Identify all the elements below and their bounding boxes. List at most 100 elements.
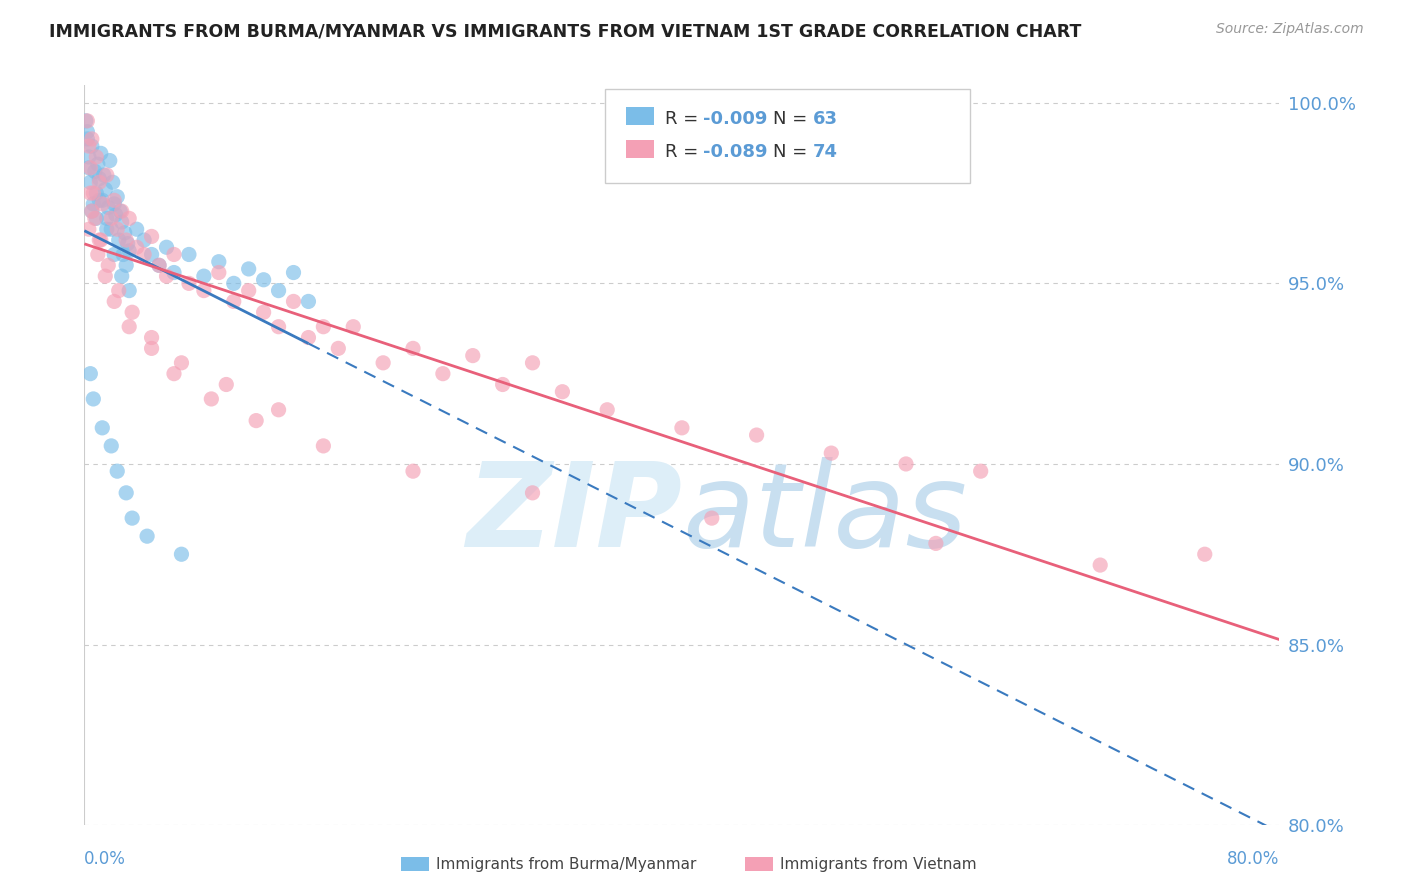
Text: Immigrants from Vietnam: Immigrants from Vietnam: [780, 857, 977, 871]
Point: [79, 367, 101, 381]
Point: [551, 384, 574, 399]
Text: Immigrants from Burma/Myanmar: Immigrants from Burma/Myanmar: [436, 857, 696, 871]
Point: [96, 168, 118, 182]
Point: [80, 132, 103, 146]
Point: [245, 414, 267, 428]
Point: [98, 153, 121, 168]
Point: [141, 229, 163, 244]
Text: 0.0%: 0.0%: [84, 850, 127, 869]
Point: [312, 319, 335, 334]
Point: [77, 150, 100, 164]
Point: [136, 529, 159, 543]
Point: [79, 186, 101, 200]
Point: [86, 150, 108, 164]
Point: [163, 367, 186, 381]
Point: [111, 215, 134, 229]
Point: [141, 247, 163, 261]
Point: [97, 201, 120, 215]
Point: [297, 294, 319, 309]
Point: [77, 161, 100, 175]
Point: [148, 258, 170, 272]
Point: [402, 342, 425, 356]
Point: [79, 161, 101, 175]
Point: [89, 171, 111, 186]
Point: [91, 197, 114, 211]
Point: [222, 277, 245, 291]
Point: [894, 457, 917, 471]
Point: [118, 211, 141, 226]
Point: [100, 222, 122, 236]
Point: [170, 356, 193, 370]
Point: [132, 233, 156, 247]
Point: [163, 247, 186, 261]
Point: [121, 305, 143, 319]
Text: N =: N =: [773, 110, 813, 128]
Point: [141, 330, 163, 344]
Point: [700, 511, 723, 525]
Point: [118, 284, 141, 298]
Point: [83, 211, 105, 226]
Point: [820, 446, 842, 460]
Point: [402, 464, 425, 478]
Point: [208, 266, 231, 280]
Point: [107, 284, 129, 298]
Point: [111, 204, 134, 219]
Point: [253, 305, 276, 319]
Point: [170, 547, 193, 561]
Point: [86, 211, 108, 226]
Point: [1194, 547, 1216, 561]
Point: [177, 247, 200, 261]
Point: [121, 511, 143, 525]
Point: [461, 349, 484, 363]
Point: [177, 277, 200, 291]
Point: [105, 190, 128, 204]
Point: [118, 319, 141, 334]
Point: [103, 294, 125, 309]
Point: [105, 464, 128, 478]
Point: [373, 356, 395, 370]
Point: [86, 186, 108, 200]
Point: [105, 222, 128, 236]
Point: [222, 294, 245, 309]
Point: [82, 392, 104, 406]
Point: [745, 428, 768, 442]
Point: [101, 175, 124, 189]
Point: [76, 132, 98, 146]
Point: [671, 421, 693, 435]
Point: [97, 258, 120, 272]
Point: [80, 139, 103, 153]
Point: [155, 269, 177, 284]
Point: [238, 284, 260, 298]
Point: [267, 402, 290, 417]
Point: [100, 439, 122, 453]
Point: [297, 330, 319, 344]
Text: -0.089: -0.089: [703, 143, 768, 161]
Point: [87, 247, 110, 261]
Point: [312, 439, 335, 453]
Point: [96, 222, 118, 236]
Point: [115, 486, 138, 500]
Point: [76, 113, 98, 128]
Point: [94, 269, 117, 284]
Point: [87, 157, 110, 171]
Point: [328, 342, 350, 356]
Point: [91, 421, 114, 435]
Point: [107, 233, 129, 247]
Point: [283, 294, 305, 309]
Point: [253, 273, 276, 287]
Point: [970, 464, 993, 478]
Point: [112, 247, 135, 261]
Point: [267, 284, 290, 298]
Point: [89, 175, 111, 189]
Point: [89, 194, 111, 208]
Point: [90, 233, 112, 247]
Point: [155, 240, 177, 254]
Point: [96, 211, 118, 226]
Text: Source: ZipAtlas.com: Source: ZipAtlas.com: [1216, 22, 1364, 37]
Point: [76, 125, 98, 139]
Point: [193, 284, 215, 298]
Point: [596, 402, 619, 417]
Point: [77, 139, 100, 153]
Text: atlas: atlas: [682, 457, 967, 571]
Point: [200, 392, 222, 406]
